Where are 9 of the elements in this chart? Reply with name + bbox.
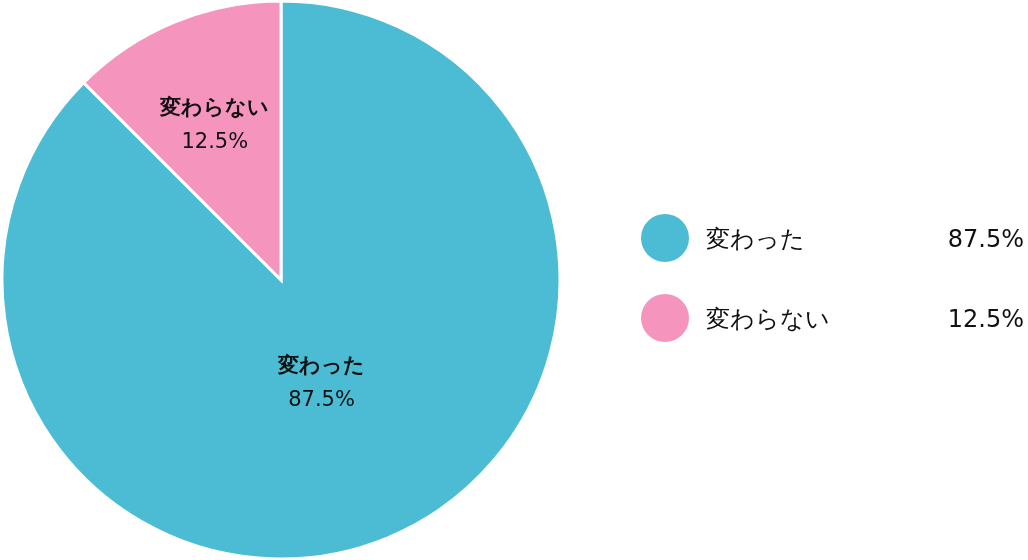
data-label: 12.5%	[181, 129, 249, 154]
pie-slice	[0, 0, 562, 560]
legend-label: 変わった	[706, 225, 805, 253]
slice-label: 変わった	[277, 352, 366, 377]
text: 12.5%	[947, 305, 1024, 333]
data-label: 87.5%	[288, 386, 355, 411]
slice-label: 変わらない	[159, 95, 270, 120]
legend-label: 変わらない	[706, 305, 830, 333]
text: 87.5%	[947, 225, 1024, 253]
